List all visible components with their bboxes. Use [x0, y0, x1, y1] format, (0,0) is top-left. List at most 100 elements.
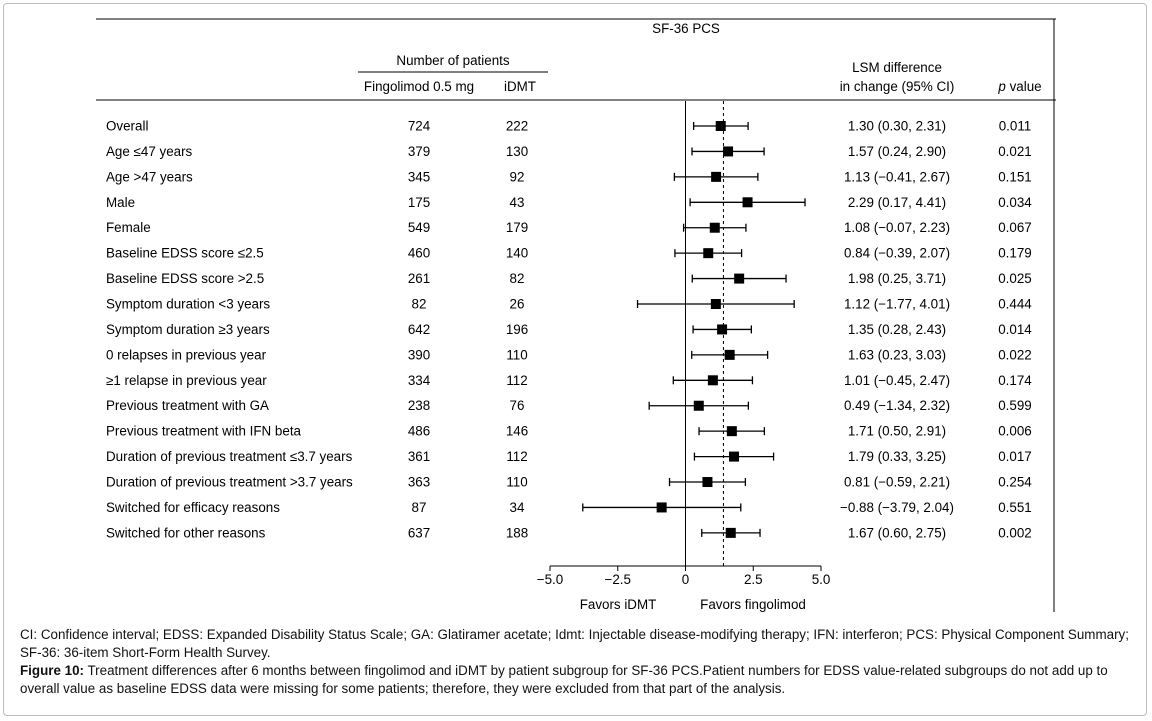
x-tick-label: −5.0: [537, 572, 563, 587]
idmt-count: 110: [506, 347, 527, 362]
subgroup-label: Switched for other reasons: [106, 525, 266, 540]
fingolimod-count: 486: [408, 424, 430, 439]
figure-caption: CI: Confidence interval; EDSS: Expanded …: [20, 626, 1138, 698]
fingolimod-count: 549: [408, 220, 430, 235]
point-estimate-marker: [717, 324, 728, 335]
fingolimod-count: 175: [408, 195, 430, 210]
idmt-count: 179: [506, 220, 528, 235]
lsm-header-line1: LSM difference: [852, 60, 942, 75]
point-estimate-marker: [703, 248, 714, 259]
p-value: 0.551: [998, 500, 1032, 515]
figure-description: Figure 10: Treatment differences after 6…: [20, 662, 1138, 698]
fingolimod-count: 82: [412, 297, 427, 312]
point-estimate-marker: [702, 477, 713, 488]
lsm-difference-ci: 1.63 (0.23, 3.03): [848, 347, 946, 362]
chart-title: SF-36 PCS: [652, 21, 720, 36]
lsm-difference-ci: 1.12 (−1.77, 4.01): [844, 297, 950, 312]
p-value: 0.014: [998, 322, 1032, 337]
point-estimate-marker: [656, 502, 667, 513]
fingolimod-count: 87: [412, 500, 427, 515]
point-estimate-marker: [725, 527, 736, 538]
point-estimate-marker: [711, 171, 722, 182]
idmt-count: 34: [510, 500, 525, 515]
subgroup-label: Symptom duration ≥3 years: [106, 322, 270, 337]
p-value: 0.179: [998, 246, 1032, 261]
fingolimod-count: 334: [408, 373, 431, 388]
x-tick-label: −2.5: [605, 572, 631, 587]
point-estimate-marker: [729, 451, 740, 462]
subgroup-label: Baseline EDSS score >2.5: [106, 271, 264, 286]
p-value: 0.021: [998, 144, 1032, 159]
lsm-difference-ci: 0.49 (−1.34, 2.32): [844, 398, 950, 413]
idmt-count: 76: [510, 398, 525, 413]
idmt-column-header: iDMT: [504, 79, 536, 94]
lsm-difference-ci: 1.71 (0.50, 2.91): [848, 424, 946, 439]
figure-frame: [3, 3, 1147, 716]
idmt-count: 92: [510, 169, 525, 184]
idmt-count: 110: [506, 475, 527, 490]
subgroup-label: Duration of previous treatment >3.7 year…: [106, 475, 353, 490]
fingolimod-count: 345: [408, 169, 430, 184]
fingolimod-count: 390: [408, 347, 430, 362]
fingolimod-count: 637: [408, 525, 430, 540]
lsm-difference-ci: 0.81 (−0.59, 2.21): [844, 475, 950, 490]
fingolimod-count: 379: [408, 144, 430, 159]
fingolimod-count: 724: [408, 119, 431, 134]
p-value: 0.022: [998, 347, 1032, 362]
lsm-difference-ci: −0.88 (−3.79, 2.04): [840, 500, 954, 515]
lsm-difference-ci: 1.67 (0.60, 2.75): [848, 525, 946, 540]
fingolimod-column-header: Fingolimod 0.5 mg: [364, 79, 474, 94]
lsm-difference-ci: 1.57 (0.24, 2.90): [848, 144, 946, 159]
lsm-difference-ci: 1.30 (0.30, 2.31): [848, 119, 946, 134]
point-estimate-marker: [710, 299, 721, 310]
lsm-difference-ci: 1.98 (0.25, 3.71): [848, 271, 946, 286]
p-value: 0.006: [998, 424, 1032, 439]
subgroup-label: Overall: [106, 119, 148, 134]
p-value: 0.151: [998, 169, 1032, 184]
idmt-count: 222: [506, 119, 528, 134]
subgroup-label: Female: [106, 220, 151, 235]
subgroup-label: 0 relapses in previous year: [106, 347, 267, 362]
point-estimate-marker: [707, 375, 718, 386]
subgroup-label: Symptom duration <3 years: [106, 297, 270, 312]
point-estimate-marker: [724, 349, 735, 360]
point-estimate-marker: [693, 400, 704, 411]
lsm-difference-ci: 1.08 (−0.07, 2.23): [844, 220, 950, 235]
lsm-difference-ci: 0.84 (−0.39, 2.07): [844, 246, 950, 261]
subgroup-label: Previous treatment with GA: [106, 398, 269, 413]
lsm-difference-ci: 2.29 (0.17, 4.41): [848, 195, 946, 210]
idmt-count: 82: [510, 271, 525, 286]
x-tick-label: 2.5: [744, 572, 763, 587]
point-estimate-marker: [734, 273, 745, 284]
idmt-count: 140: [506, 246, 528, 261]
subgroup-label: Switched for efficacy reasons: [106, 500, 280, 515]
subgroup-label: Previous treatment with IFN beta: [106, 424, 302, 439]
p-value: 0.034: [998, 195, 1032, 210]
p-value: 0.444: [998, 297, 1032, 312]
rows-layer: Overall 724 222 1.30 (0.30, 2.31) 0.011 Age ≤…: [106, 119, 1032, 541]
x-tick-label: 0: [682, 572, 689, 587]
subgroup-label: Age ≤47 years: [106, 144, 193, 159]
idmt-count: 43: [510, 195, 525, 210]
idmt-count: 112: [506, 449, 527, 464]
fingolimod-count: 361: [408, 449, 430, 464]
p-value: 0.002: [998, 525, 1032, 540]
figure-text: Treatment differences after 6 months bet…: [20, 663, 1108, 696]
lsm-difference-ci: 1.13 (−0.41, 2.67): [844, 169, 950, 184]
point-estimate-marker: [715, 121, 726, 131]
subgroup-label: Duration of previous treatment ≤3.7 year…: [106, 449, 353, 464]
p-value: 0.174: [998, 373, 1032, 388]
p-value: 0.599: [998, 398, 1032, 413]
p-value-header: p value: [997, 79, 1041, 94]
p-value: 0.067: [998, 220, 1032, 235]
fingolimod-count: 238: [408, 398, 430, 413]
fingolimod-count: 460: [408, 246, 430, 261]
point-estimate-marker: [709, 222, 720, 233]
abbreviations-text: CI: Confidence interval; EDSS: Expanded …: [20, 627, 1129, 660]
patients-group-header: Number of patients: [396, 53, 509, 68]
subgroup-label: Male: [106, 195, 135, 210]
subgroup-label: Baseline EDSS score ≤2.5: [106, 246, 264, 261]
idmt-count: 112: [506, 373, 527, 388]
subgroup-label: Age >47 years: [106, 169, 193, 184]
point-estimate-marker: [723, 146, 734, 157]
